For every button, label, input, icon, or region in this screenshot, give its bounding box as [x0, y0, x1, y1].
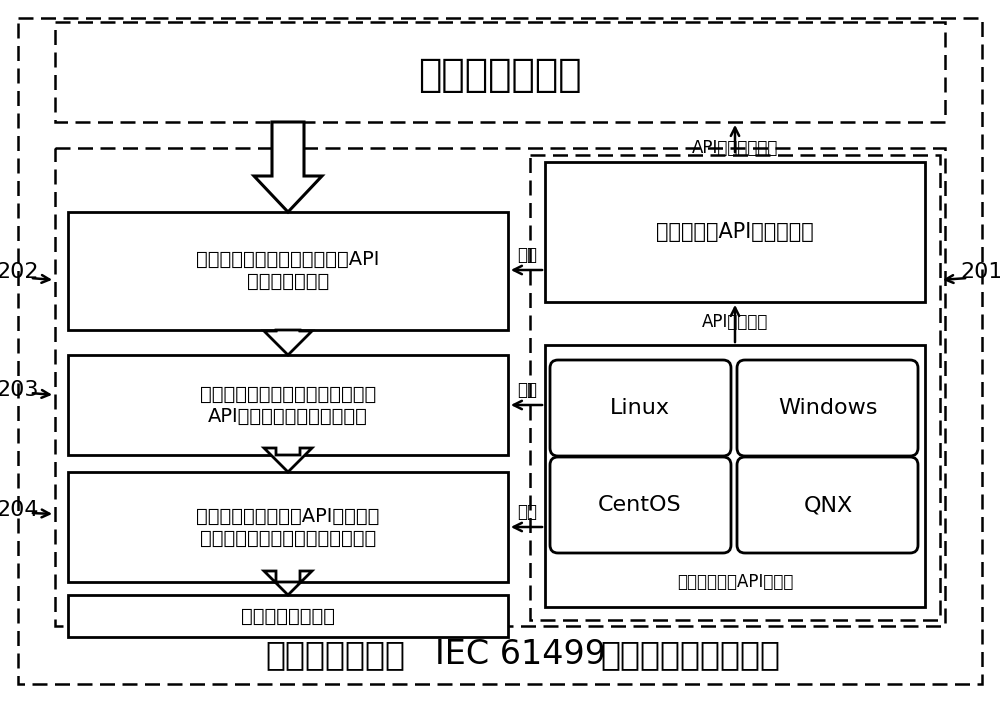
Polygon shape [254, 122, 322, 212]
Text: Windows: Windows [778, 398, 878, 418]
Polygon shape [264, 448, 312, 472]
Polygon shape [264, 571, 312, 595]
Text: API函数抽象: API函数抽象 [702, 313, 768, 331]
Text: 多种操作系统API集成库: 多种操作系统API集成库 [677, 573, 793, 591]
FancyBboxPatch shape [68, 472, 508, 582]
Text: 201: 201 [961, 262, 1000, 282]
FancyBboxPatch shape [68, 212, 508, 330]
Text: 面向边缘计算的IEC 61499功能块跨系统编译器: 面向边缘计算的IEC 61499功能块跨系统编译器 [254, 637, 746, 670]
Text: 重构程序代码，替换API函数头文
件、函数名以及调整基本数据类型: 重构程序代码，替换API函数头文 件、函数名以及调整基本数据类型 [196, 507, 380, 548]
Text: Linux: Linux [610, 398, 670, 418]
FancyBboxPatch shape [545, 162, 925, 302]
Text: 面向边缘计算的: 面向边缘计算的 [265, 639, 405, 672]
Text: 202: 202 [0, 262, 39, 282]
Text: 系统无关的API抽象函数库: 系统无关的API抽象函数库 [656, 222, 814, 242]
FancyBboxPatch shape [737, 457, 918, 553]
Text: QNX: QNX [803, 495, 853, 515]
Text: 203: 203 [0, 380, 39, 400]
Text: CentOS: CentOS [598, 495, 682, 515]
FancyBboxPatch shape [550, 360, 731, 456]
Text: IEC 61499: IEC 61499 [435, 639, 606, 672]
Text: 功能块跨系统编译器: 功能块跨系统编译器 [600, 639, 780, 672]
Text: 调用: 调用 [517, 503, 537, 521]
Text: 匹配: 匹配 [517, 246, 537, 264]
Text: 功能块程序设计: 功能块程序设计 [418, 56, 582, 94]
Text: 程序执行平台适配，匹配目标系统
API函数，确定代码替换内容: 程序执行平台适配，匹配目标系统 API函数，确定代码替换内容 [200, 385, 376, 425]
Text: 重构程序代码编译: 重构程序代码编译 [241, 607, 335, 625]
FancyBboxPatch shape [68, 595, 508, 637]
Text: 程序预处理，标记程序中使用API
抽象函数的位置: 程序预处理，标记程序中使用API 抽象函数的位置 [196, 249, 380, 291]
FancyBboxPatch shape [550, 457, 731, 553]
FancyBboxPatch shape [68, 355, 508, 455]
FancyBboxPatch shape [545, 345, 925, 607]
Text: API抽象函数调用: API抽象函数调用 [692, 139, 778, 157]
Polygon shape [264, 330, 312, 355]
FancyBboxPatch shape [737, 360, 918, 456]
Text: 匹配: 匹配 [517, 381, 537, 399]
Text: 204: 204 [0, 500, 39, 520]
